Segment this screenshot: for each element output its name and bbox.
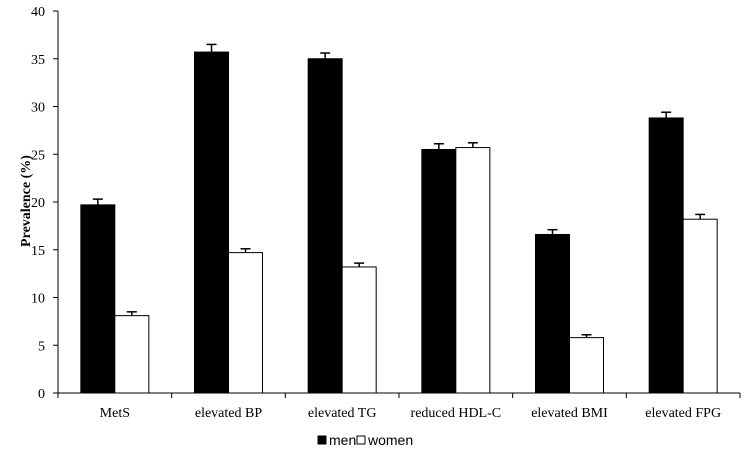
- x-category-label: elevated BP: [195, 406, 262, 421]
- bar-men: [535, 233, 570, 394]
- x-category-label: elevated FPG: [645, 406, 721, 421]
- y-tick-label: 30: [31, 101, 45, 116]
- bar-women: [455, 147, 491, 394]
- bar-women: [341, 266, 377, 394]
- y-tick-label: 10: [31, 292, 45, 307]
- legend-label-women: women: [367, 432, 413, 448]
- y-tick-label: 5: [38, 339, 45, 354]
- x-category-label: MetS: [100, 406, 130, 421]
- y-tick-label: 15: [31, 244, 45, 259]
- bar-women: [682, 218, 718, 394]
- y-tick-label: 40: [31, 5, 45, 20]
- bar-men: [307, 58, 343, 394]
- bar-men: [421, 148, 457, 394]
- bar-men: [648, 117, 684, 394]
- x-category-label: reduced HDL-C: [411, 406, 502, 421]
- legend-label-men: men: [329, 432, 356, 448]
- y-axis-title: Prevalence (%): [19, 155, 34, 247]
- x-category-label: elevated BMI: [531, 406, 608, 421]
- y-tick-label: 35: [31, 53, 45, 68]
- bar-men: [80, 204, 116, 394]
- y-tick-label: 0: [38, 387, 45, 402]
- x-category-label: elevated TG: [308, 406, 377, 421]
- bar-men: [194, 51, 229, 394]
- category-labels: MetS elevated BP elevated TG reduced HDL-C e…: [100, 406, 721, 421]
- bars: [80, 43, 718, 394]
- legend: men women: [317, 432, 413, 448]
- bar-women: [114, 315, 150, 394]
- y-tick-label: 25: [31, 148, 45, 163]
- bar-women: [569, 337, 604, 394]
- axes: 0 5 10 15 20 25 30 35 40: [31, 5, 741, 402]
- bar-women: [228, 252, 263, 394]
- legend-swatch-women: [356, 435, 366, 445]
- y-tick-label: 20: [31, 196, 45, 211]
- legend-swatch-men: [317, 435, 327, 445]
